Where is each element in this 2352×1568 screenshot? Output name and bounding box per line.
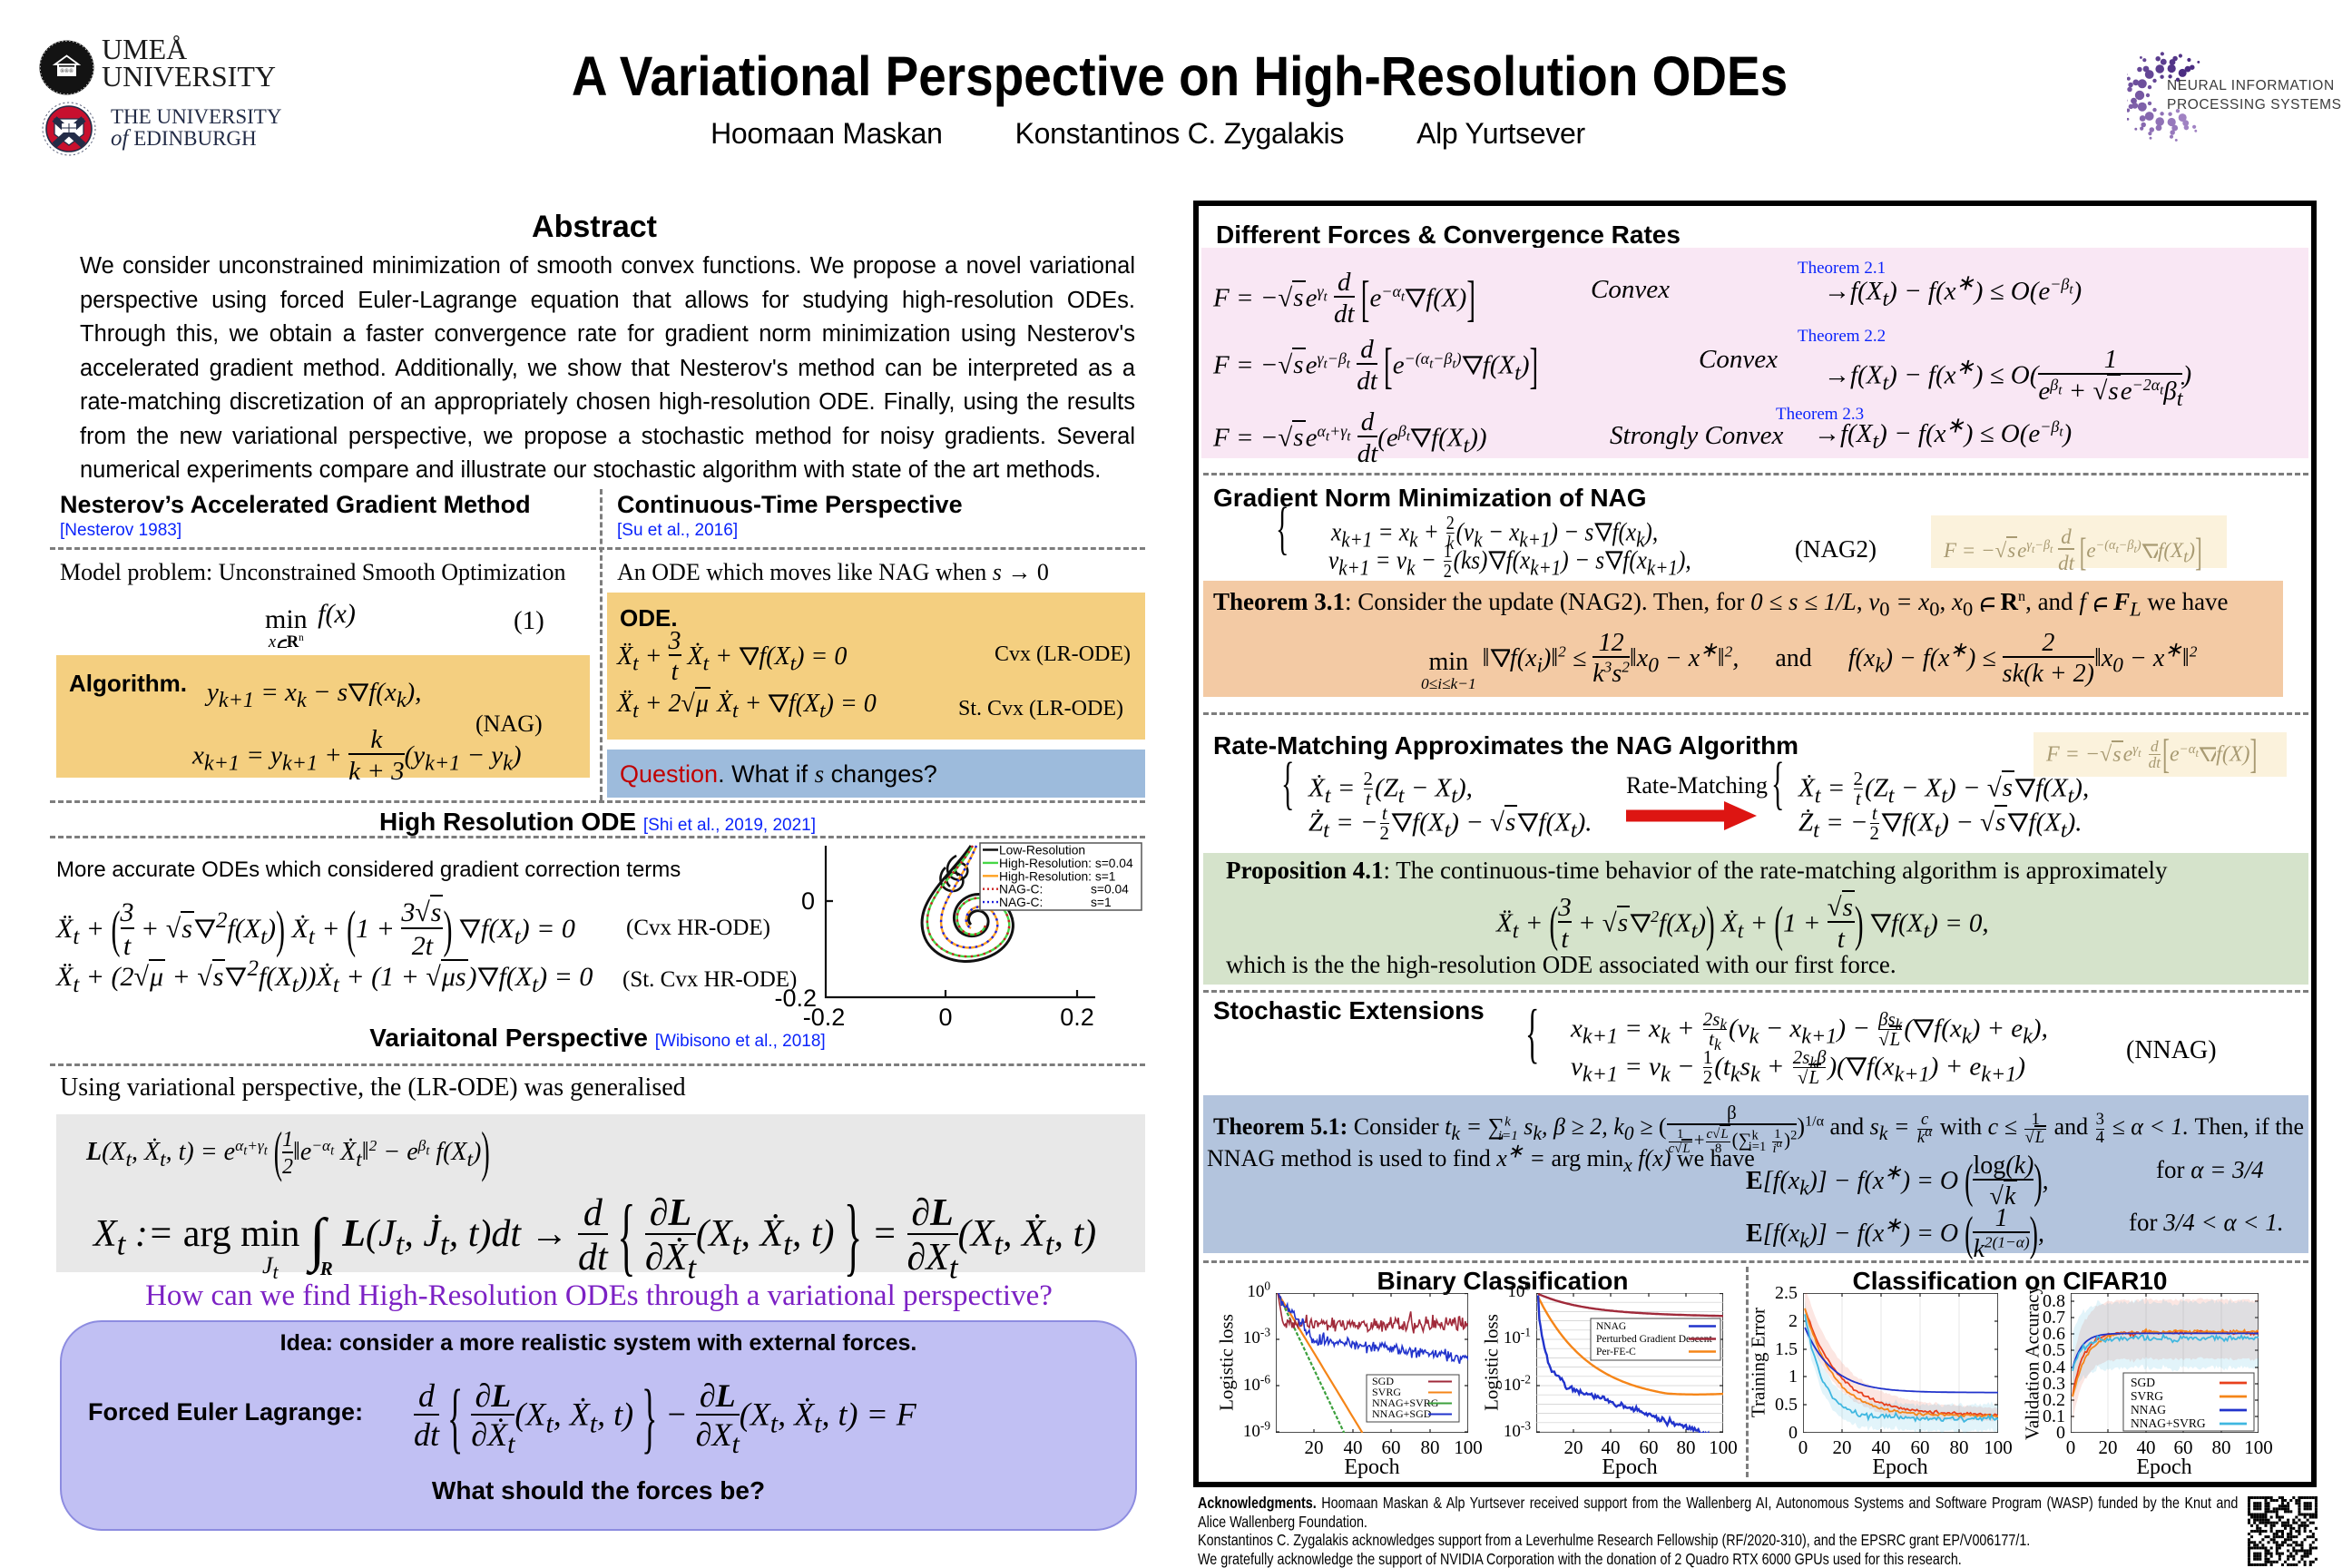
svg-text:NNAG: NNAG <box>1596 1321 1626 1332</box>
svg-text:PROCESSING SYSTEMS: PROCESSING SYSTEMS <box>2167 97 2342 113</box>
svg-text:SVRG: SVRG <box>1372 1386 1401 1398</box>
svg-text:Per-FE-C: Per-FE-C <box>1596 1347 1636 1357</box>
svg-text:SVRG: SVRG <box>2131 1389 2163 1403</box>
svg-text:NNAG+SGD: NNAG+SGD <box>1372 1407 1432 1420</box>
svg-text:s=0.04: s=0.04 <box>1091 883 1129 897</box>
svg-text:High-Resolution: s=1: High-Resolution: s=1 <box>999 869 1115 883</box>
svg-text:NNAG+SVRG: NNAG+SVRG <box>2131 1416 2206 1430</box>
svg-text:-0.2: -0.2 <box>803 1004 846 1031</box>
svg-text:0: 0 <box>801 887 815 915</box>
svg-text:0: 0 <box>938 1004 952 1031</box>
svg-text:Perturbed Gradient Descent: Perturbed Gradient Descent <box>1596 1334 1713 1345</box>
svg-text:-0.2: -0.2 <box>774 985 817 1012</box>
svg-text:Low-Resolution: Low-Resolution <box>999 844 1085 858</box>
svg-text:®®®: ®®® <box>60 68 74 74</box>
svg-text:NEURAL INFORMATION: NEURAL INFORMATION <box>2167 78 2335 93</box>
svg-text:NNAG+SVRG: NNAG+SVRG <box>1372 1396 1439 1409</box>
svg-text:SGD: SGD <box>2131 1376 2155 1389</box>
svg-text:NNAG: NNAG <box>2131 1403 2166 1416</box>
svg-text:NAG-C:: NAG-C: <box>999 896 1043 909</box>
svg-text:s=1: s=1 <box>1091 896 1112 909</box>
svg-text:High-Resolution: s=0.04: High-Resolution: s=0.04 <box>999 857 1133 870</box>
svg-text:0.2: 0.2 <box>1060 1004 1094 1031</box>
svg-text:NAG-C:: NAG-C: <box>999 883 1043 897</box>
svg-text:SGD: SGD <box>1372 1375 1394 1387</box>
